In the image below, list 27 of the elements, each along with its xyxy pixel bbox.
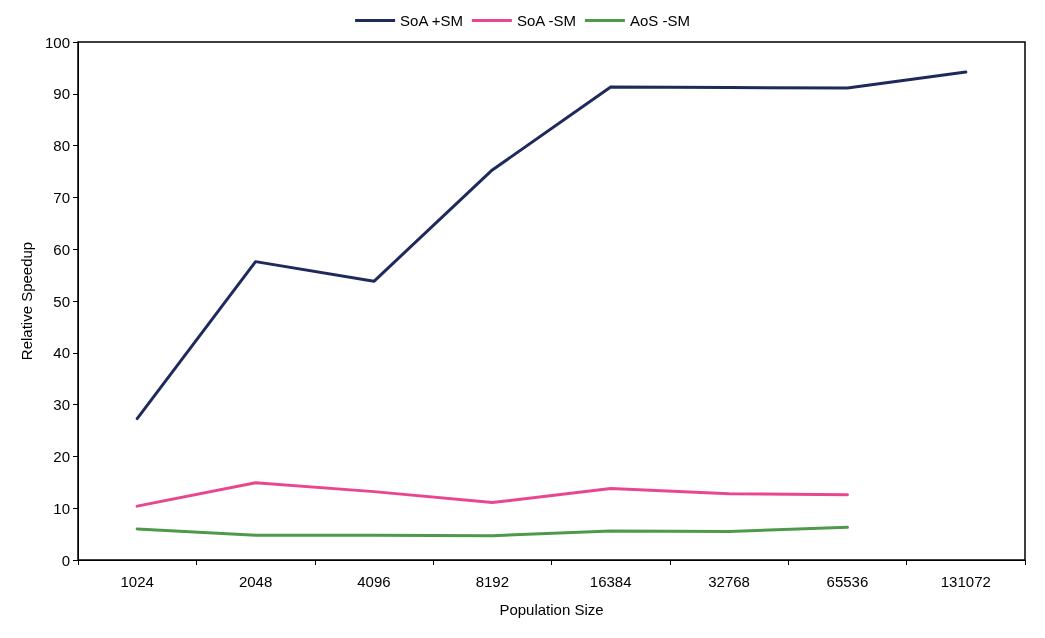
- legend-label: AoS -SM: [629, 12, 690, 29]
- y-tick-label: 20: [53, 447, 70, 465]
- y-tick-label: 30: [53, 396, 70, 414]
- x-tick-label: 1024: [120, 573, 154, 590]
- x-tick-label: 16384: [589, 573, 632, 590]
- y-tick-label: 60: [53, 240, 70, 258]
- x-tick-label: 4096: [357, 573, 391, 590]
- y-axis-title: Relative Speedup: [18, 241, 36, 361]
- legend-label: SoA -SM: [516, 12, 577, 29]
- y-tick-label: 40: [53, 344, 70, 362]
- y-tick-label: 0: [61, 551, 70, 569]
- y-tick-label: 100: [44, 33, 70, 51]
- x-tick-label: 8192: [475, 573, 509, 590]
- legend-label: SoA +SM: [400, 12, 464, 29]
- x-tick-label: 131072: [940, 573, 991, 590]
- y-tick-label: 70: [53, 188, 70, 206]
- x-tick-label: 2048: [238, 573, 273, 590]
- y-tick-label: 90: [53, 85, 70, 103]
- x-axis-title: Population Size: [499, 601, 604, 618]
- x-tick-label: 32768: [708, 573, 750, 590]
- line-series: [135, 481, 849, 508]
- y-tick-label: 10: [53, 499, 70, 517]
- y-tick-label: 50: [53, 292, 70, 310]
- line-series: [135, 70, 968, 421]
- y-tick-label: 80: [53, 137, 70, 155]
- x-tick-label: 65536: [826, 573, 869, 590]
- line-series: [135, 525, 849, 538]
